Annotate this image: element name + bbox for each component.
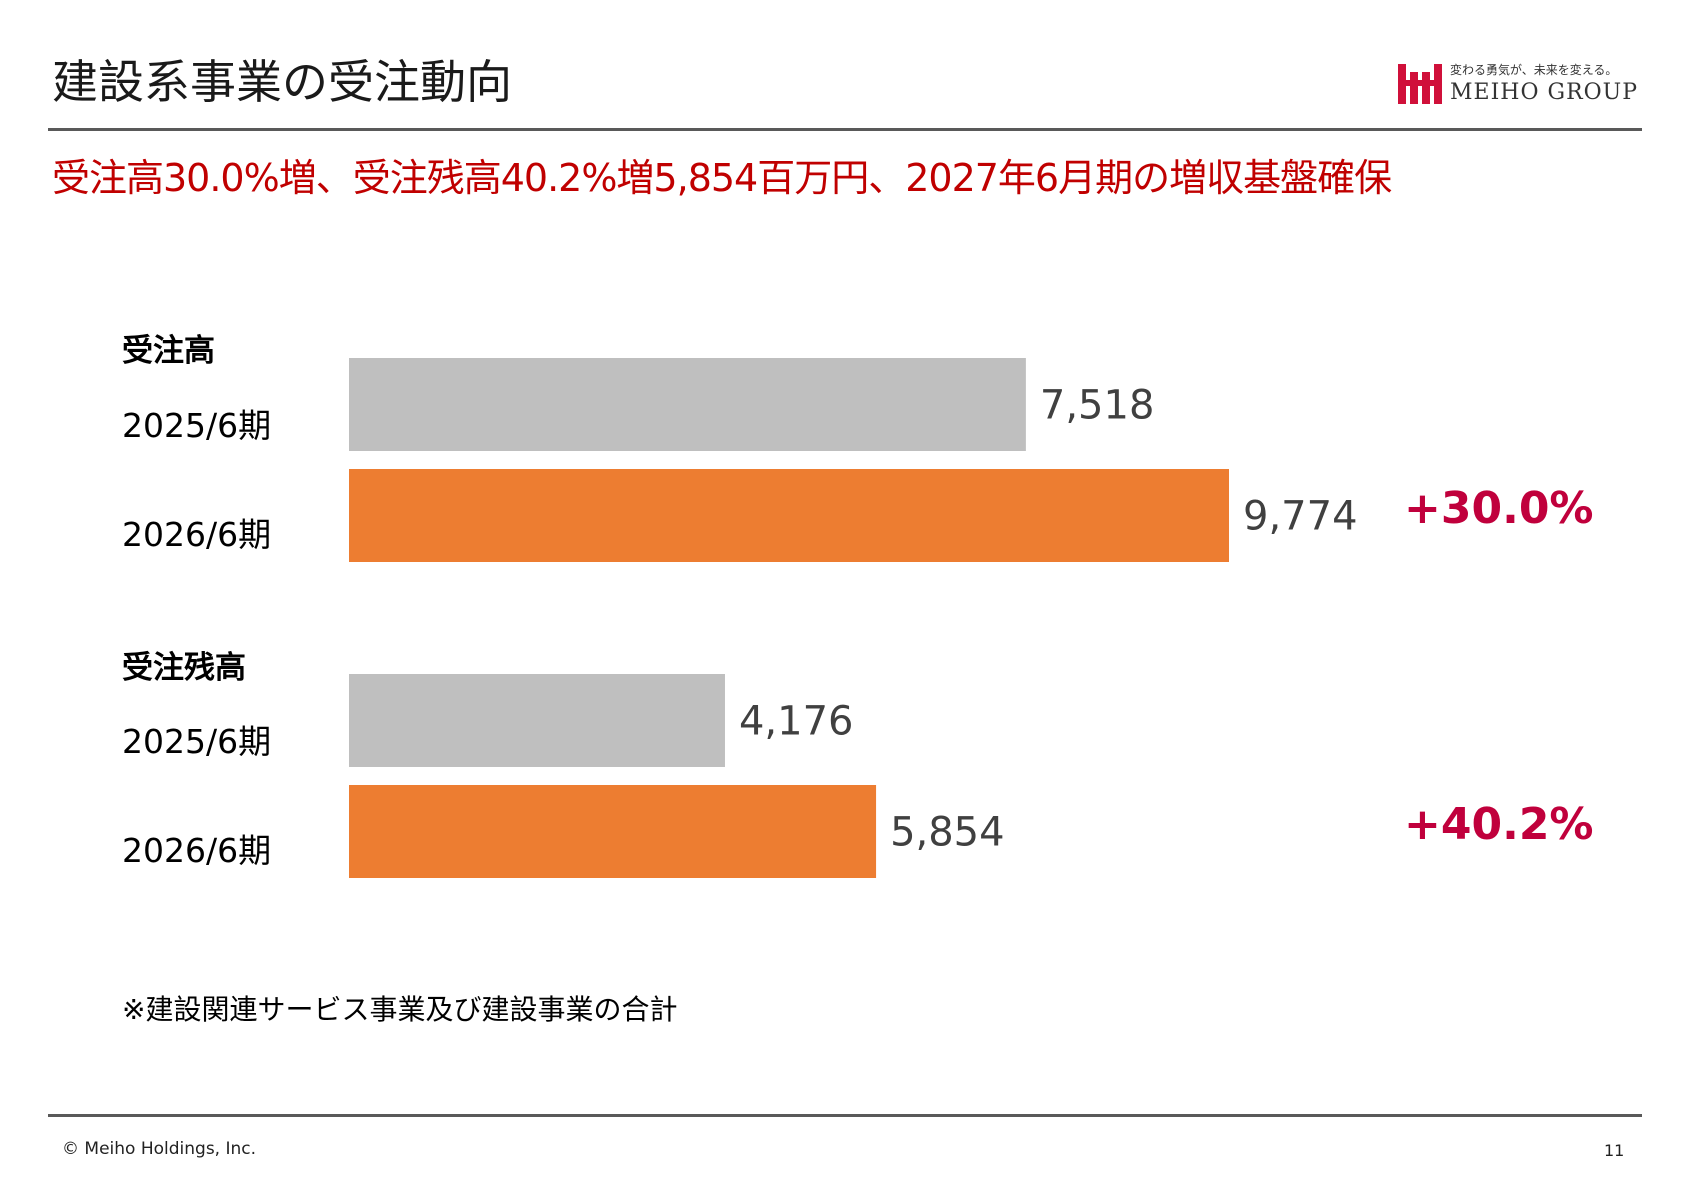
logo-tagline: 変わる勇気が、未来を変える。 <box>1450 63 1618 77</box>
period-label-orders-2025: 2025/6期 <box>122 406 272 445</box>
bar-value-label-backlog-2025: 4,176 <box>739 699 854 745</box>
bar-value-label-orders-2025: 7,518 <box>1040 383 1155 429</box>
footer-divider <box>48 1114 1642 1117</box>
meiho-logo-icon <box>1398 64 1442 104</box>
growth-label-backlog: +40.2% <box>1404 799 1594 850</box>
bar-value-label-orders-2026: 9,774 <box>1243 494 1358 540</box>
page-title: 建設系事業の受注動向 <box>52 55 512 109</box>
copyright: © Meiho Holdings, Inc. <box>62 1139 257 1159</box>
bar-orders-2025 <box>349 358 1026 451</box>
page-number: 11 <box>1604 1141 1625 1160</box>
logo-name: MEIHO GROUP <box>1450 80 1639 105</box>
period-label-backlog-2026: 2026/6期 <box>122 831 272 870</box>
growth-label-orders: +30.0% <box>1404 483 1594 534</box>
bar-backlog-2026 <box>349 785 877 878</box>
section-label-backlog: 受注残高 <box>122 650 246 686</box>
bar-backlog-2025 <box>349 674 725 767</box>
bar-orders-2026 <box>349 469 1229 562</box>
header-divider <box>48 128 1642 131</box>
headline: 受注高30.0%増、受注残高40.2%増5,854百万円、2027年6月期の増収… <box>52 156 1392 200</box>
bar-value-label-backlog-2026: 5,854 <box>890 810 1005 856</box>
company-logo: 変わる勇気が、未来を変える。 MEIHO GROUP <box>1398 62 1638 108</box>
period-label-orders-2026: 2026/6期 <box>122 515 272 554</box>
section-label-orders: 受注高 <box>122 333 215 369</box>
period-label-backlog-2025: 2025/6期 <box>122 722 272 761</box>
footnote: ※建設関連サービス事業及び建設事業の合計 <box>122 993 678 1026</box>
